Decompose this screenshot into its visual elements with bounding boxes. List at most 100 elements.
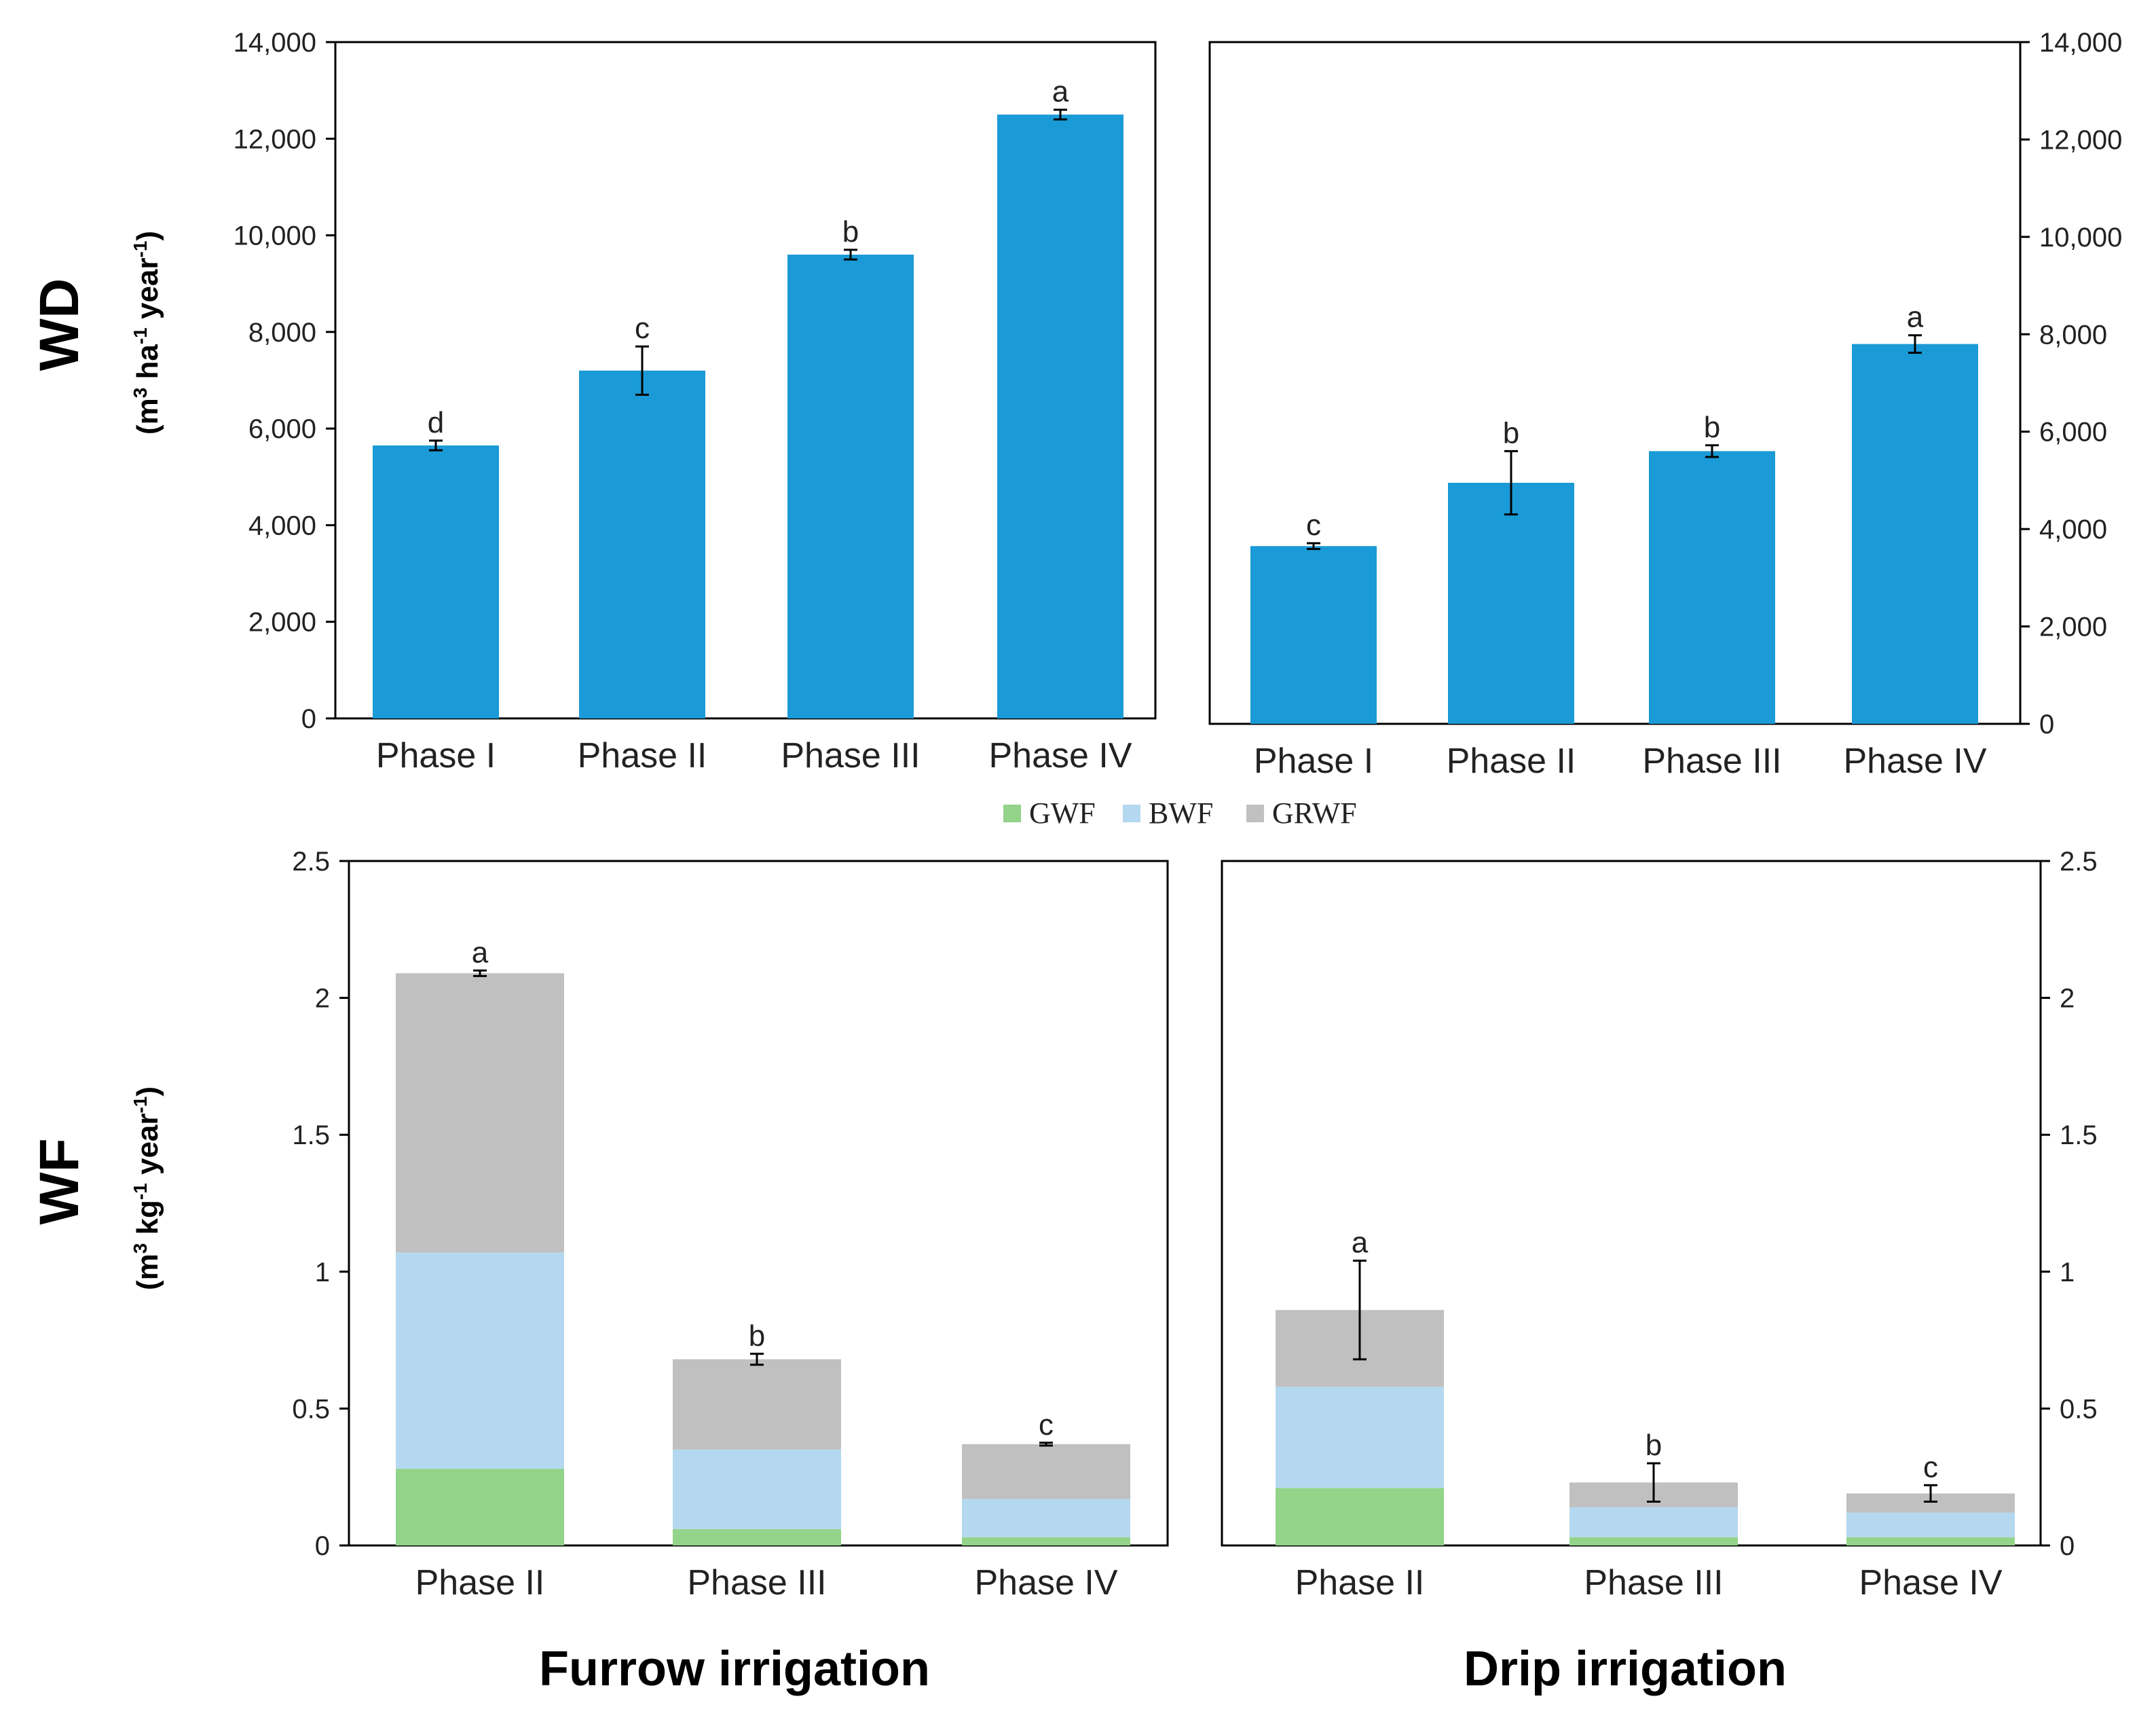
- x-category-label: Phase III: [781, 736, 920, 775]
- y-tick-label: 10,000: [234, 221, 316, 251]
- x-category-label: Phase III: [1642, 741, 1781, 781]
- x-category-label: Phase III: [1584, 1563, 1723, 1602]
- gwf-segment: [1276, 1488, 1444, 1545]
- bwf-segment: [1846, 1512, 2015, 1537]
- plot-frame: [1208, 41, 2022, 725]
- significance-letter: a: [1052, 75, 1069, 109]
- wf-drip-chart: 0 0.5 1 1.5 2 2.5 a Phase II b Phase III c Phase IV: [1221, 847, 2098, 1602]
- significance-letter: a: [1352, 1226, 1369, 1260]
- gwf-segment: [396, 1469, 564, 1545]
- y-tick-label: 1: [2060, 1258, 2075, 1287]
- wd-unit-base: (m: [131, 398, 164, 435]
- wd-drip-chart: 0 2,000 4,000 6,000 8,000 10,000 12,000 14,000 c…: [1208, 28, 2122, 781]
- bwf-legend-swatch: [1123, 805, 1140, 822]
- y-tick-label: 1.5: [2060, 1120, 2098, 1150]
- legend: GWF BWF GRWF: [1003, 796, 1357, 830]
- y-tick-label: 2,000: [248, 608, 316, 638]
- grwf-segment: [673, 1359, 841, 1450]
- wf-furrow-chart: 0 0.5 1 1.5 2 2.5 a Phase II b Phase III c Phase IV: [292, 847, 1169, 1602]
- y-tick-label: 2: [2060, 984, 2075, 1014]
- y-tick-label: 2.5: [2060, 847, 2098, 877]
- y-tick-label: 1.5: [292, 1120, 330, 1150]
- gwf-segment: [1569, 1537, 1738, 1545]
- x-category-label: Phase II: [1447, 741, 1576, 781]
- y-tick-label: 0: [315, 1531, 330, 1561]
- y-tick-label: 0: [2039, 710, 2054, 739]
- x-category-label: Phase II: [1295, 1563, 1425, 1602]
- wd-unit-mid: ha: [131, 344, 164, 388]
- x-category-label: Phase IV: [1859, 1563, 2002, 1602]
- bwf-segment: [1569, 1507, 1738, 1537]
- wf-unit-sup1: 3: [130, 1243, 151, 1254]
- y-tick-label: 2,000: [2039, 612, 2107, 642]
- wd-unit-sup2: -1: [130, 327, 151, 344]
- bwf-segment: [1276, 1387, 1444, 1488]
- y-tick-label: 12,000: [2039, 125, 2122, 155]
- grwf-legend-label: GRWF: [1272, 796, 1357, 830]
- wf-unit-sup3: -1: [130, 1097, 151, 1114]
- significance-letter: d: [428, 406, 444, 439]
- gwf-segment: [673, 1528, 841, 1545]
- y-tick-label: 2: [315, 984, 330, 1014]
- wf-unit-label: (m3 kg-1 year-1): [130, 1086, 164, 1290]
- y-tick-label: 0: [2060, 1531, 2075, 1561]
- bwf-segment: [673, 1449, 841, 1529]
- significance-letter: c: [1923, 1450, 1938, 1484]
- x-category-label: Phase II: [415, 1563, 545, 1602]
- y-tick-label: 1: [315, 1258, 330, 1287]
- y-tick-label: 8,000: [248, 318, 316, 348]
- y-tick-label: 0: [301, 704, 316, 734]
- bar: [373, 445, 499, 718]
- x-category-label: Phase IV: [988, 736, 1132, 775]
- bwf-segment: [396, 1252, 564, 1469]
- x-category-label: Phase I: [1254, 741, 1373, 781]
- significance-letter: b: [749, 1319, 765, 1353]
- y-tick-label: 6,000: [2039, 418, 2107, 447]
- wf-unit-base: (m: [131, 1253, 164, 1290]
- gwf-segment: [1846, 1537, 2015, 1545]
- wf-unit-mid: kg: [131, 1200, 164, 1243]
- y-tick-label: 4,000: [248, 511, 316, 541]
- significance-letter: b: [1704, 411, 1720, 444]
- bar: [1250, 546, 1377, 724]
- wd-unit-label: (m3 ha-1 year-1): [130, 231, 164, 435]
- bar: [1448, 483, 1574, 724]
- significance-letter: b: [1503, 416, 1519, 450]
- y-tick-label: 14,000: [2039, 28, 2122, 58]
- significance-letter: a: [1907, 301, 1924, 334]
- drip-irrigation-label: Drip irrigation: [1464, 1642, 1787, 1696]
- y-tick-label: 2.5: [292, 847, 330, 877]
- grwf-legend-swatch: [1246, 805, 1264, 822]
- significance-letter: a: [472, 936, 489, 969]
- bar: [1852, 344, 1978, 725]
- grwf-segment: [962, 1444, 1130, 1499]
- plot-frame: [334, 41, 1157, 720]
- bar: [579, 370, 705, 718]
- wd-unit-mid2: year: [131, 257, 164, 327]
- grwf-segment: [396, 973, 564, 1253]
- x-category-label: Phase I: [376, 736, 496, 775]
- wd-row-title: WD: [29, 278, 90, 371]
- wf-unit-mid2: year: [131, 1113, 164, 1183]
- bwf-segment: [962, 1499, 1130, 1537]
- wf-unit-end: ): [131, 1086, 164, 1097]
- gwf-segment: [962, 1537, 1130, 1545]
- bar: [787, 255, 914, 718]
- y-tick-label: 14,000: [234, 28, 316, 58]
- significance-letter: b: [842, 215, 859, 249]
- wd-unit-sup3: -1: [130, 241, 151, 258]
- significance-letter: c: [1039, 1408, 1054, 1442]
- bar: [997, 114, 1123, 718]
- gwf-legend-label: GWF: [1029, 796, 1096, 830]
- bar: [1649, 451, 1775, 724]
- y-tick-label: 6,000: [248, 414, 316, 444]
- y-tick-label: 8,000: [2039, 320, 2107, 350]
- gwf-legend-swatch: [1003, 805, 1021, 822]
- x-category-label: Phase IV: [1843, 741, 1986, 781]
- bwf-legend-label: BWF: [1149, 796, 1213, 830]
- x-category-label: Phase II: [578, 736, 707, 775]
- furrow-irrigation-label: Furrow irrigation: [539, 1642, 930, 1696]
- wd-unit-sup1: 3: [130, 388, 151, 399]
- y-tick-label: 4,000: [2039, 515, 2107, 545]
